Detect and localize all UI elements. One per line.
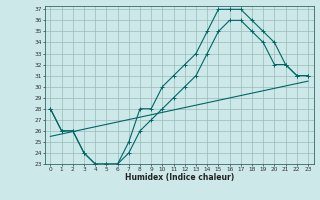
X-axis label: Humidex (Indice chaleur): Humidex (Indice chaleur) — [124, 173, 234, 182]
